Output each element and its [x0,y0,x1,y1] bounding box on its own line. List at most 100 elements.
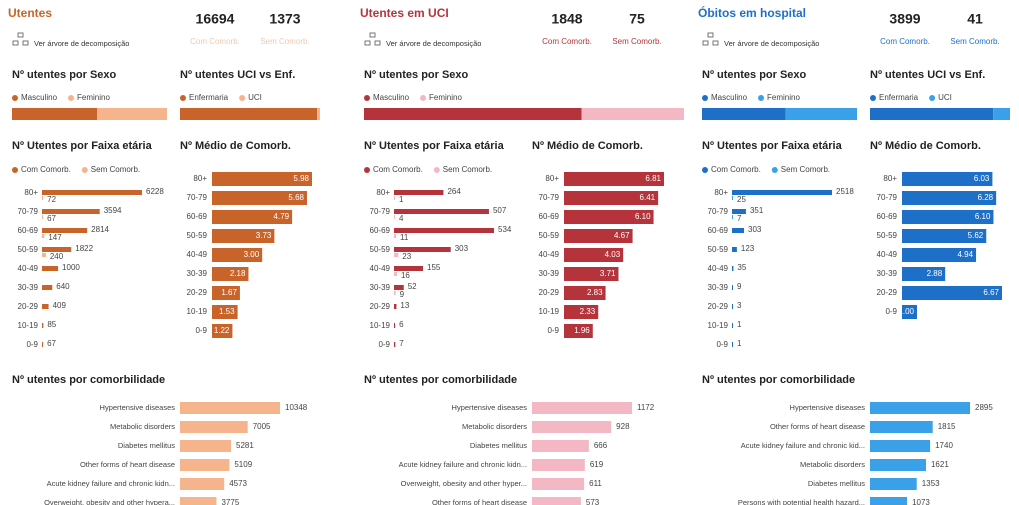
category-label: 40-49 [539,250,560,259]
bar [732,285,733,290]
bar [42,215,44,219]
value-label: 3.73 [256,231,272,240]
value-label: 409 [53,301,67,310]
kpi-label[interactable]: Sem Comorb. [612,37,661,46]
bar [902,286,1002,300]
legend-label: Masculino [373,93,410,102]
category-label: 0-9 [195,326,207,335]
legend-dot [420,95,427,101]
tree-icon [702,40,709,46]
share-bar [317,108,320,120]
section-title: Nº utentes por comorbilidade [12,374,165,386]
legend-dot [771,167,778,173]
category-label: Hypertensive diseases [790,403,866,412]
bar [732,342,733,347]
value-label: 6.81 [645,174,661,183]
category-label: 60-69 [18,226,39,235]
bar [212,172,312,186]
legend-dot [68,95,75,101]
bar [532,497,581,505]
value-label: 1000 [62,263,80,272]
category-label: 70-79 [708,207,729,216]
kpi-value: 41 [967,11,983,27]
bar [564,248,624,262]
bar [42,247,72,252]
value-label: 6 [399,320,404,329]
value-label: 5.68 [288,193,304,202]
value-label: 123 [741,244,755,253]
tree-icon [22,40,29,46]
category-label: Metabolic disorders [110,422,175,431]
bar [180,459,230,471]
category-label: 60-69 [187,212,208,221]
kpi-label[interactable]: Sem Comorb. [950,37,999,46]
value-label: 3775 [221,498,239,505]
value-label: 6.10 [975,212,991,221]
category-label: Metabolic disorders [800,460,865,469]
bar [394,285,404,290]
category-label: 50-59 [877,231,898,240]
category-label: 30-39 [708,283,729,292]
value-label: 7005 [253,422,271,431]
category-label: 30-39 [370,283,391,292]
bar [180,421,248,433]
bar [42,342,44,347]
bar [564,210,654,224]
decomposition-link[interactable]: Ver árvore de decomposição [724,39,819,48]
bar [42,323,44,328]
value-label: 4.03 [605,250,621,259]
bar [732,323,733,328]
category-label: 80+ [883,174,897,183]
value-label: 5.98 [293,174,309,183]
value-label: 2.33 [580,307,596,316]
legend-label: Feminino [429,93,462,102]
decomposition-link[interactable]: Ver árvore de decomposição [386,39,481,48]
bar [870,402,970,414]
kpi-label[interactable]: Com Comorb. [880,37,930,46]
kpi-value: 3899 [889,11,920,27]
kpi-label[interactable]: Com Comorb. [542,37,592,46]
value-label: 264 [447,187,461,196]
category-label: Diabetes mellitus [470,441,527,450]
value-label: 6.67 [983,288,999,297]
category-label: 50-59 [18,245,39,254]
value-label: 23 [402,252,411,261]
value-label: 2518 [836,187,854,196]
category-label: 80+ [376,188,390,197]
tree-icon [12,40,19,46]
value-label: 10348 [285,403,308,412]
value-label: 3.71 [600,269,616,278]
category-label: 60-69 [539,212,560,221]
category-label: Other forms of heart disease [80,460,175,469]
kpi-label[interactable]: Sem Comorb. [260,37,309,46]
share-bar [180,108,318,120]
bar [394,291,396,295]
legend-dot [180,95,186,101]
category-label: Hypertensive diseases [100,403,176,412]
value-label: 507 [493,206,507,215]
bar [564,229,633,243]
category-label: Diabetes mellitus [808,479,865,488]
category-label: 20-29 [539,288,560,297]
bar [732,266,734,271]
bar [394,247,451,252]
category-label: 10-19 [370,321,391,330]
value-label: 16 [401,271,410,280]
value-label: 1172 [637,403,655,412]
bar [394,215,395,219]
bar [870,440,931,452]
value-label: 85 [47,320,56,329]
bar [870,497,908,505]
category-label: 50-59 [187,231,208,240]
legend-label: Sem Comorb. [781,165,830,174]
panel-title: Utentes [8,6,52,20]
category-label: 80+ [193,174,207,183]
kpi-label[interactable]: Com Comorb. [190,37,240,46]
value-label: 611 [589,479,602,488]
bar [394,228,494,233]
bar [212,248,263,262]
legend-dot [433,167,440,173]
value-label: 4 [399,214,404,223]
value-label: 155 [427,263,441,272]
decomposition-link[interactable]: Ver árvore de decomposição [34,39,129,48]
